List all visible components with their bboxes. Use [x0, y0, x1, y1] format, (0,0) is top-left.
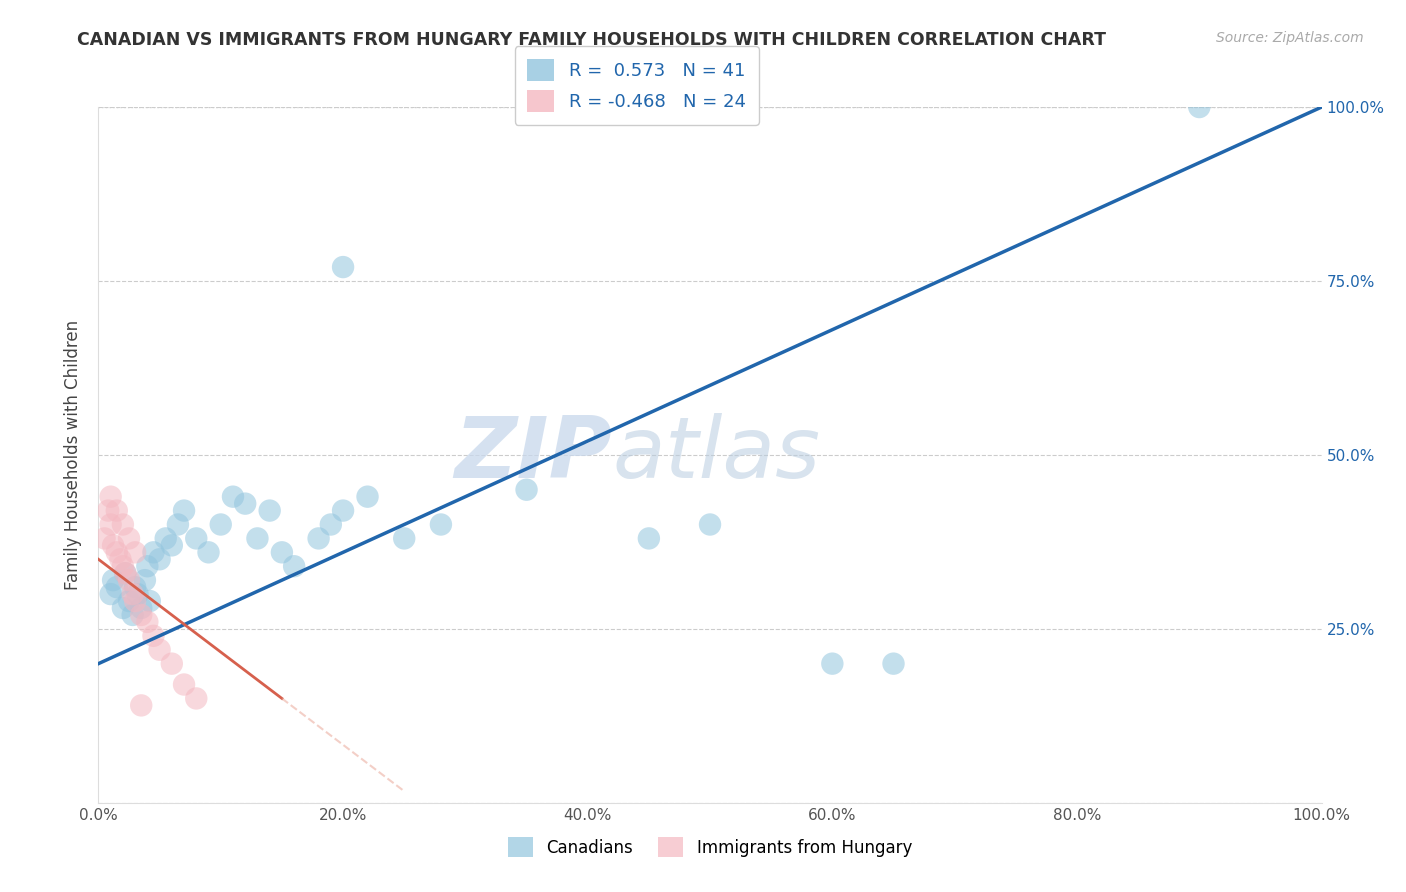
Point — [105, 503, 128, 517]
Point — [332, 503, 354, 517]
Point — [93, 532, 115, 546]
Point — [100, 587, 122, 601]
Point — [129, 607, 152, 622]
Point — [139, 594, 162, 608]
Point — [516, 483, 538, 497]
Point — [283, 559, 305, 574]
Point — [1188, 100, 1211, 114]
Point — [356, 490, 378, 504]
Point — [308, 532, 330, 546]
Point — [160, 538, 183, 552]
Text: CANADIAN VS IMMIGRANTS FROM HUNGARY FAMILY HOUSEHOLDS WITH CHILDREN CORRELATION : CANADIAN VS IMMIGRANTS FROM HUNGARY FAMI… — [77, 31, 1107, 49]
Point — [136, 559, 159, 574]
Point — [209, 517, 232, 532]
Point — [100, 517, 122, 532]
Point — [111, 559, 134, 574]
Point — [167, 517, 190, 532]
Y-axis label: Family Households with Children: Family Households with Children — [63, 320, 82, 590]
Point — [149, 642, 172, 657]
Legend: Canadians, Immigrants from Hungary: Canadians, Immigrants from Hungary — [502, 830, 918, 864]
Point — [101, 538, 124, 552]
Point — [392, 532, 416, 546]
Point — [270, 545, 294, 559]
Point — [124, 545, 146, 559]
Point — [821, 657, 844, 671]
Point — [637, 532, 661, 546]
Point — [160, 657, 183, 671]
Point — [127, 587, 149, 601]
Point — [319, 517, 342, 532]
Point — [142, 629, 165, 643]
Point — [134, 573, 156, 587]
Point — [136, 615, 159, 629]
Point — [97, 503, 120, 517]
Point — [222, 490, 245, 504]
Point — [105, 545, 128, 559]
Point — [100, 490, 122, 504]
Point — [246, 532, 269, 546]
Point — [129, 601, 152, 615]
Point — [114, 566, 136, 581]
Point — [259, 503, 281, 517]
Text: ZIP: ZIP — [454, 413, 612, 497]
Point — [118, 573, 141, 587]
Point — [149, 552, 172, 566]
Point — [111, 517, 134, 532]
Point — [430, 517, 453, 532]
Point — [110, 552, 132, 566]
Point — [101, 573, 124, 587]
Point — [173, 503, 195, 517]
Point — [142, 545, 165, 559]
Point — [118, 594, 141, 608]
Point — [121, 607, 143, 622]
Point — [118, 532, 141, 546]
Text: Source: ZipAtlas.com: Source: ZipAtlas.com — [1216, 31, 1364, 45]
Point — [129, 698, 152, 713]
Point — [699, 517, 721, 532]
Point — [186, 691, 208, 706]
Point — [155, 532, 177, 546]
Point — [186, 532, 208, 546]
Text: atlas: atlas — [612, 413, 820, 497]
Point — [105, 580, 128, 594]
Point — [332, 260, 354, 274]
Point — [173, 677, 195, 691]
Point — [233, 497, 256, 511]
Point — [114, 566, 136, 581]
Point — [121, 587, 143, 601]
Point — [124, 594, 146, 608]
Point — [111, 601, 134, 615]
Point — [883, 657, 905, 671]
Point — [124, 580, 146, 594]
Point — [197, 545, 219, 559]
